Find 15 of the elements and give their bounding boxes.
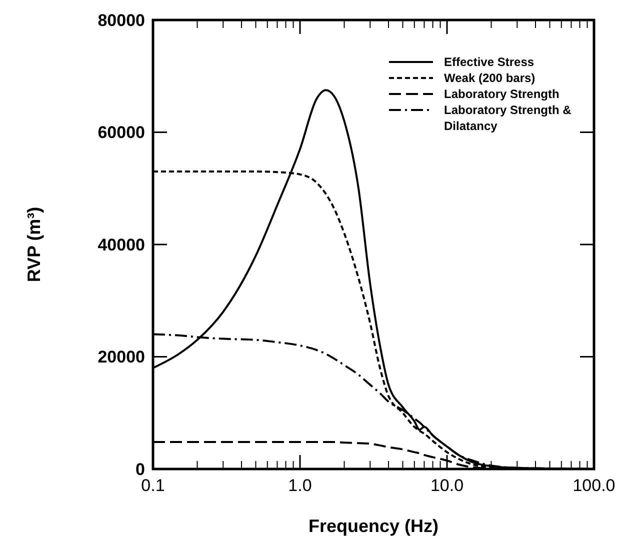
x-tick-label: 0.1 (141, 476, 165, 495)
legend-label: Effective Stress (444, 55, 534, 70)
y-tick-label: 20000 (98, 348, 145, 367)
y-axis-title: RVP (m³) (24, 206, 44, 282)
x-tick-label: 1.0 (288, 476, 312, 495)
y-tick-label: 60000 (98, 123, 145, 142)
y-tick-label: 40000 (98, 235, 145, 254)
y-tick-label: 0 (136, 460, 145, 479)
y-tick-label: 80000 (98, 10, 145, 30)
legend-label: Laboratory Strength & Dilatancy (444, 103, 572, 134)
x-axis-title: Frequency (Hz) (308, 516, 439, 536)
legend-label: Weak (200 bars) (444, 71, 536, 86)
x-tick-label: 100.0 (572, 476, 616, 495)
legend-label: Laboratory Strength (444, 87, 560, 102)
x-tick-label: 10.0 (430, 476, 464, 495)
